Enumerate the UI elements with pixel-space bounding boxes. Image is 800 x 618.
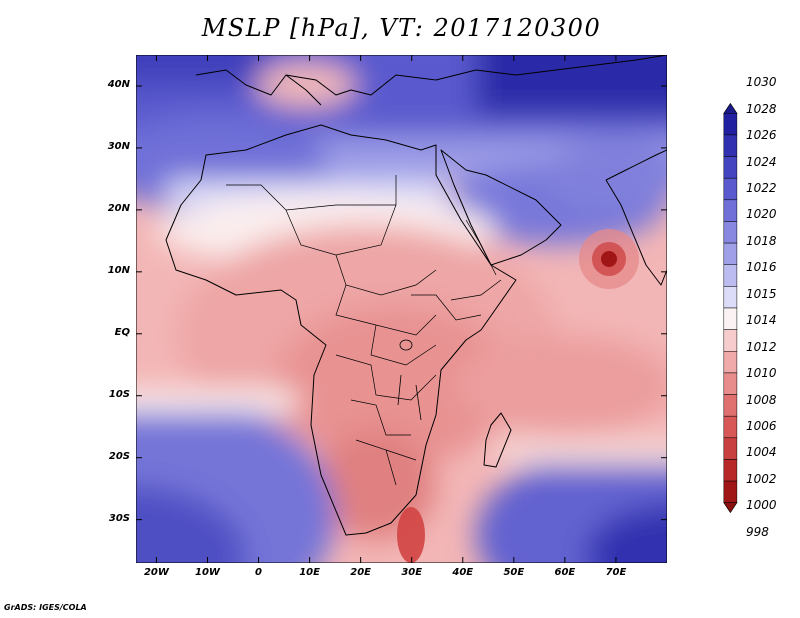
colorbar-swatch	[723, 480, 738, 503]
lon-tick-label: 50E	[503, 567, 525, 578]
colorbar-swatch	[723, 134, 738, 157]
credit-label: GrADS: IGES/COLA	[4, 603, 87, 612]
colorbar-swatch	[723, 199, 738, 222]
colorbar-swatch	[723, 242, 738, 265]
lon-tick-label: 10E	[299, 567, 320, 578]
colorbar-swatch	[723, 459, 738, 482]
colorbar-swatch	[723, 307, 738, 330]
italy-outline	[285, 74, 322, 106]
colorbar-top-arrow	[723, 102, 738, 114]
colorbar-level-label: 1010	[746, 366, 777, 381]
lon-tick-label: 40E	[452, 567, 474, 578]
axis-ticks	[136, 55, 667, 563]
lakes	[397, 339, 422, 421]
lon-tick-label: 20W	[143, 567, 169, 578]
colorbar-level-label: 1004	[746, 445, 777, 460]
colorbar-level-label: 1000	[746, 498, 777, 513]
lon-tick-label: 10W	[194, 567, 220, 578]
europe-outline	[195, 55, 667, 96]
lat-tick-label: 20N	[107, 202, 130, 214]
mslp-map	[136, 55, 667, 563]
colorbar-swatch	[723, 264, 738, 287]
pressure-field	[136, 55, 667, 563]
colorbar-level-label: 1030	[746, 75, 777, 90]
colorbar-level-label: 1008	[746, 392, 777, 407]
coastlines	[165, 55, 667, 536]
lon-tick-label: 30E	[401, 567, 423, 578]
lat-tick-label: 20S	[108, 450, 130, 462]
madagascar-outline	[483, 412, 512, 468]
lat-tick-label: 30N	[107, 140, 130, 152]
colorbar-level-label: 1028	[746, 101, 777, 116]
colorbar-level-label: 998	[746, 524, 769, 539]
colorbar-level-label: 1012	[746, 339, 777, 354]
colorbar-swatch	[723, 177, 738, 201]
lon-tick-label: 70E	[605, 567, 627, 578]
lon-tick-label: 0	[255, 567, 263, 578]
colorbar-swatch	[723, 372, 738, 395]
colorbar-swatch	[723, 286, 738, 309]
lon-tick-label: 60E	[554, 567, 576, 578]
country-borders	[226, 175, 502, 486]
southern-low-tongue	[397, 507, 425, 563]
lat-tick-label: 40N	[107, 78, 130, 90]
lat-tick-label: 30S	[108, 512, 130, 524]
colorbar-level-label: 1022	[746, 181, 777, 195]
colorbar-level-label: 1018	[746, 233, 777, 248]
colorbar-swatch	[723, 437, 738, 460]
colorbar-level-label: 1024	[746, 154, 777, 169]
colorbar-level-label: 1020	[746, 207, 777, 222]
colorbar	[723, 102, 738, 514]
colorbar-swatch	[723, 394, 738, 417]
colorbar-bottom-arrow	[723, 502, 738, 514]
colorbar-level-label: 1014	[746, 313, 777, 328]
colorbar-level-label: 1015	[746, 286, 777, 301]
colorbar-level-label: 1006	[746, 419, 777, 433]
map-panel: 40N 30N 20N 10N EQ 10S 20S 30S 20W 10W 0 10E 20E 30E…	[108, 55, 667, 578]
colorbar-swatch	[723, 415, 738, 439]
colorbar-level-label: 1026	[746, 128, 777, 143]
colorbar-level-label: 1016	[746, 260, 777, 275]
chart-title: MSLP [hPa], VT: 2017120300	[201, 14, 602, 42]
colorbar-level-label: 1002	[746, 471, 777, 486]
lon-tick-label: 20E	[350, 567, 372, 578]
lat-tick-label: 10S	[108, 388, 130, 400]
india-outline	[605, 149, 667, 286]
colorbar-swatch	[723, 113, 738, 136]
colorbar-swatch	[723, 156, 738, 179]
lat-tick-label: EQ	[114, 326, 130, 338]
colorbar-swatch	[723, 329, 738, 352]
low-pressure-center	[601, 251, 617, 267]
colorbar-swatch	[723, 351, 738, 374]
colorbar-swatch	[723, 221, 738, 244]
arabian-peninsula-outline	[440, 149, 562, 266]
lat-tick-label: 10N	[107, 264, 130, 276]
africa-coastline	[165, 124, 517, 536]
